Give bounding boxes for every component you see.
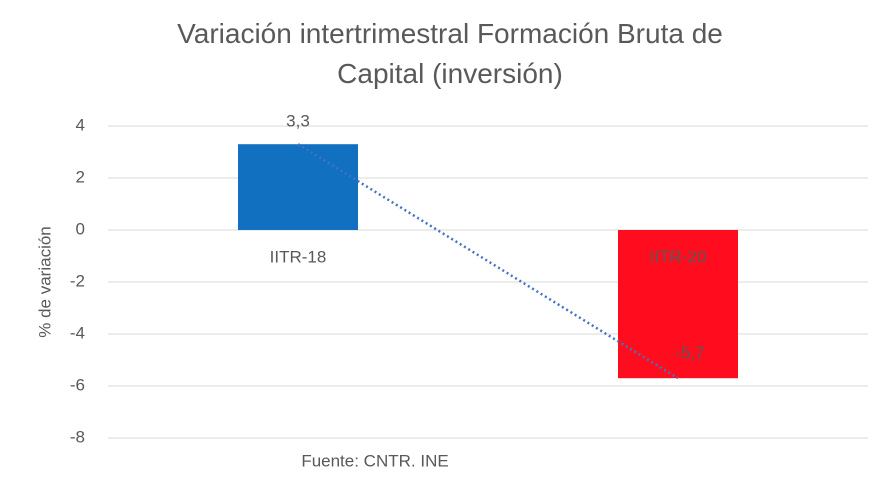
y-tick-label: -8 <box>70 427 85 446</box>
y-tick-label: -2 <box>70 271 85 290</box>
x-tick-label: IITR-20 <box>650 247 707 266</box>
bar <box>618 230 738 379</box>
trendline <box>297 143 679 380</box>
y-axis-label: % de variación <box>35 226 54 338</box>
y-tick-label: -4 <box>70 323 85 342</box>
y-tick-label: 4 <box>76 115 85 134</box>
data-label: -5,7 <box>675 344 704 363</box>
y-tick-label: -6 <box>70 375 85 394</box>
bar <box>238 144 358 230</box>
x-tick-label: IITR-18 <box>270 247 327 266</box>
chart-title: Variación intertrimestral Formación Brut… <box>177 18 723 89</box>
source-note: Fuente: CNTR. INE <box>301 451 448 470</box>
y-tick-label: 2 <box>76 167 85 186</box>
data-label: 3,3 <box>286 112 310 131</box>
y-tick-label: 0 <box>76 219 85 238</box>
